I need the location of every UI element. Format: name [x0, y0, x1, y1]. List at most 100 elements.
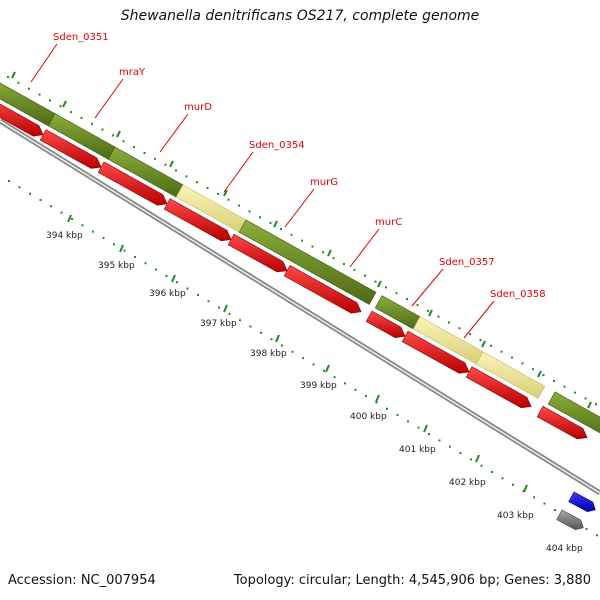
tick-mark [327, 249, 332, 257]
tick-dot [101, 128, 104, 131]
tick-dot [143, 152, 146, 154]
tick-dot [206, 187, 209, 189]
cds-arrow [536, 405, 588, 440]
coord-dot [29, 192, 31, 195]
tick-mark [481, 340, 486, 348]
kbp-label: 402 kbp [449, 478, 486, 488]
gene-label-layer: Sden_0351 mraY murD Sden_0354 murG murC Sden_0… [30, 32, 546, 339]
coord-dot [470, 458, 472, 461]
coord-dot [39, 199, 42, 201]
coord-dot [8, 180, 10, 182]
tick-dot [458, 327, 461, 330]
tick-dot [248, 210, 251, 213]
coord-dot [344, 382, 346, 385]
backbone-highlight [0, 120, 600, 494]
coord-dot [459, 452, 462, 454]
tick-dot [269, 222, 272, 225]
coord-dot [333, 376, 336, 379]
coord-dot [123, 249, 126, 252]
coord-dot [71, 218, 73, 220]
kbp-label: 397 kbp [200, 319, 237, 329]
tick-dot [574, 391, 576, 394]
tick-dot [353, 268, 356, 271]
coord-dot [134, 255, 136, 258]
coord-dot [407, 420, 409, 423]
gene-label: mraY [119, 67, 146, 78]
kbp-label: 399 kbp [300, 381, 337, 391]
gene-label: murC [375, 217, 402, 228]
coord-dot [375, 401, 378, 404]
tick-dot [479, 339, 482, 341]
coord-dot [543, 502, 546, 505]
cds-arrow [283, 264, 362, 314]
cds-arrow [401, 330, 470, 374]
tick-dot [437, 315, 440, 318]
kbp-label-layer: 394 kbp 395 kbp 396 kbp 397 kbp 398 kbp 399 k… [46, 231, 583, 554]
tick-dot [563, 385, 566, 388]
gene-block [547, 391, 600, 434]
tick-dot [542, 374, 545, 377]
coord-dot [438, 439, 441, 442]
tick-dot [154, 157, 156, 160]
gene-leader-line [411, 268, 444, 307]
kbp-tick [275, 334, 280, 343]
tick-dot [595, 403, 597, 406]
tick-dot [490, 344, 492, 347]
coord-dot [501, 477, 504, 480]
tick-dot [322, 251, 324, 254]
coord-dot [302, 357, 304, 360]
tick-dot [7, 76, 9, 78]
coord-dot [365, 395, 367, 398]
gene-leader-line [94, 78, 124, 119]
tick-dot [80, 116, 83, 119]
tick-dot [301, 239, 303, 242]
gene-label: murD [184, 102, 212, 113]
cds-arrow [97, 161, 168, 206]
tick-dot [164, 163, 167, 166]
coord-dot [449, 445, 451, 448]
tick-mark [62, 100, 67, 108]
gene-label: Sden_0357 [439, 257, 495, 268]
topology-text: Topology: circular; Length: 4,545,906 bp… [233, 573, 591, 588]
tick-mark [223, 189, 228, 197]
cds-arrow [163, 198, 232, 242]
tick-dot [406, 298, 408, 301]
coord-dot [207, 300, 210, 303]
tick-dot [374, 280, 377, 283]
tick-mark [169, 160, 174, 168]
coord-dot [270, 338, 273, 341]
coord-dot [533, 496, 535, 499]
gene-label: Sden_0354 [249, 140, 305, 151]
coord-dot [18, 186, 21, 189]
cds-layer [0, 103, 596, 531]
coord-dot [491, 471, 493, 473]
kbp-label: 396 kbp [149, 289, 186, 299]
gene-block [238, 219, 377, 305]
tick-dot [532, 368, 534, 371]
coord-dot [312, 363, 315, 366]
gene-label: Sden_0351 [53, 32, 109, 43]
tick-dot [38, 93, 41, 96]
tick-mark [537, 370, 542, 378]
cds-arrow [39, 129, 102, 169]
tick-dot [49, 99, 51, 102]
coord-dot [323, 369, 325, 372]
coord-dot [239, 319, 241, 322]
coord-dot [81, 224, 84, 227]
gene-layer [0, 82, 600, 434]
coord-dot [50, 205, 52, 208]
gene-label: Sden_0358 [490, 289, 546, 300]
coord-dot [281, 344, 283, 347]
coord-dot [144, 262, 147, 265]
kbp-label: 404 kbp [546, 544, 583, 554]
coord-dot [260, 331, 262, 334]
cds-arrow [465, 366, 532, 409]
cds-arrow [227, 233, 288, 273]
coord-dot [291, 350, 294, 353]
tick-mark [273, 220, 278, 228]
coord-dot [113, 243, 115, 246]
tick-dot [311, 245, 314, 248]
tick-mark [377, 280, 382, 288]
tick-dot [553, 379, 555, 382]
tick-dot [280, 228, 282, 230]
